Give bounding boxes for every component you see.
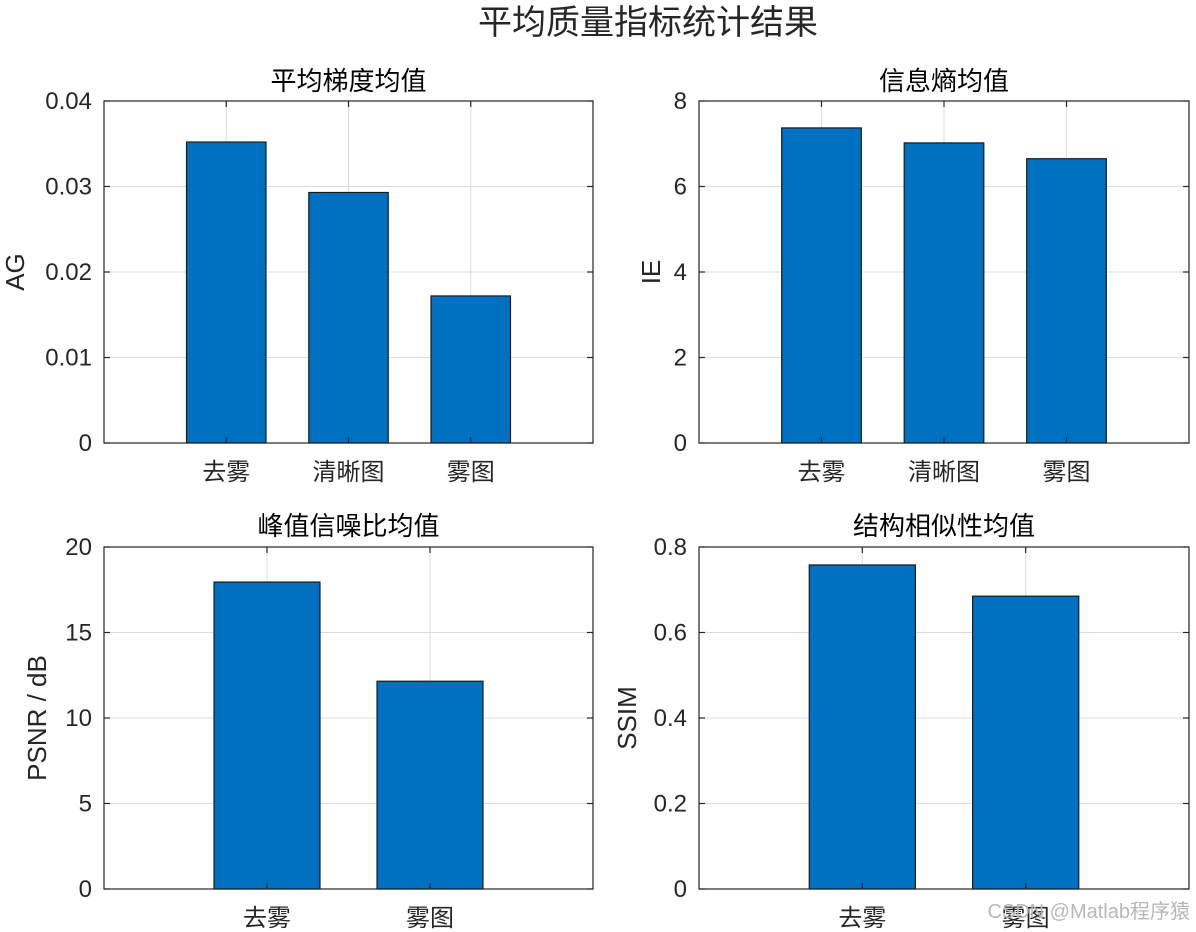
- y-tick-label: 0.6: [654, 620, 687, 647]
- y-tick-label: 10: [65, 705, 92, 732]
- subplot-title: 信息熵均值: [879, 67, 1009, 97]
- subplot-information-entropy: 0 2 4 6 8 去雾 清晰图 雾图 信息熵均值 IE: [636, 67, 1190, 486]
- subplot-ssim: 0 0.2 0.4 0.6 0.8 去雾 雾图 结构相似性均值 SSIM: [612, 512, 1190, 932]
- figure-title: 平均质量指标统计结果: [478, 3, 818, 43]
- y-tick-label: 0.01: [45, 345, 92, 372]
- y-axis-label: IE: [636, 260, 666, 285]
- y-tick-label: 4: [674, 259, 687, 286]
- subplot-average-gradient: 0 0.01 0.02 0.03 0.04 去雾 清晰图 雾图 平均梯度均值 AG: [0, 67, 594, 486]
- x-tick-label-清晰图: 清晰图: [908, 458, 980, 486]
- x-tick-label-雾图: 雾图: [1002, 904, 1050, 932]
- bar-雾图: [1026, 158, 1107, 444]
- watermark: CSDN @Matlab程序猿: [987, 900, 1190, 923]
- bar-去雾: [781, 127, 862, 444]
- y-tick-label: 15: [65, 620, 92, 647]
- x-tick-label-去雾: 去雾: [838, 904, 886, 932]
- x-tick-label-去雾: 去雾: [243, 904, 291, 932]
- x-tick-label-雾图: 雾图: [447, 458, 495, 486]
- bar-去雾: [185, 141, 267, 444]
- subplot-psnr: 0 5 10 15 20 去雾 雾图 峰值信噪比均值 PSNR / dB: [22, 512, 594, 932]
- x-tick-label-去雾: 去雾: [202, 458, 250, 486]
- y-tick-label: 20: [65, 534, 92, 561]
- x-tick-label-去雾: 去雾: [798, 458, 846, 486]
- y-tick-label: 0.2: [654, 791, 687, 818]
- y-axis-label: AG: [0, 253, 30, 291]
- bar-去雾: [213, 581, 321, 890]
- y-tick-label: 0.8: [654, 534, 687, 561]
- y-tick-label: 0: [79, 876, 92, 903]
- y-tick-label: 0: [79, 430, 92, 457]
- bar-清晰图: [308, 191, 389, 444]
- bar-雾图: [430, 295, 512, 444]
- bar-去雾: [808, 564, 917, 890]
- y-axis-label: SSIM: [612, 686, 642, 750]
- bar-雾图: [376, 680, 484, 890]
- x-tick-label-清晰图: 清晰图: [313, 458, 385, 486]
- subplot-title: 峰值信噪比均值: [257, 512, 439, 542]
- bar-雾图: [971, 595, 1080, 890]
- y-tick-label: 0.04: [45, 88, 92, 115]
- y-tick-label: 0.02: [45, 259, 92, 286]
- y-tick-label: 6: [674, 174, 687, 201]
- subplot-title: 结构相似性均值: [853, 512, 1035, 542]
- y-tick-label: 0.03: [45, 174, 92, 201]
- y-tick-label: 0: [674, 876, 687, 903]
- y-tick-label: 2: [674, 345, 687, 372]
- bar-清晰图: [903, 142, 985, 444]
- x-tick-label-雾图: 雾图: [406, 904, 454, 932]
- y-tick-label: 5: [79, 791, 92, 818]
- subplot-title: 平均梯度均值: [270, 67, 426, 97]
- y-tick-label: 0: [674, 430, 687, 457]
- y-tick-label: 8: [674, 88, 687, 115]
- y-tick-label: 0.4: [654, 705, 687, 732]
- x-tick-label-雾图: 雾图: [1043, 458, 1091, 486]
- y-axis-label: PSNR / dB: [22, 655, 52, 781]
